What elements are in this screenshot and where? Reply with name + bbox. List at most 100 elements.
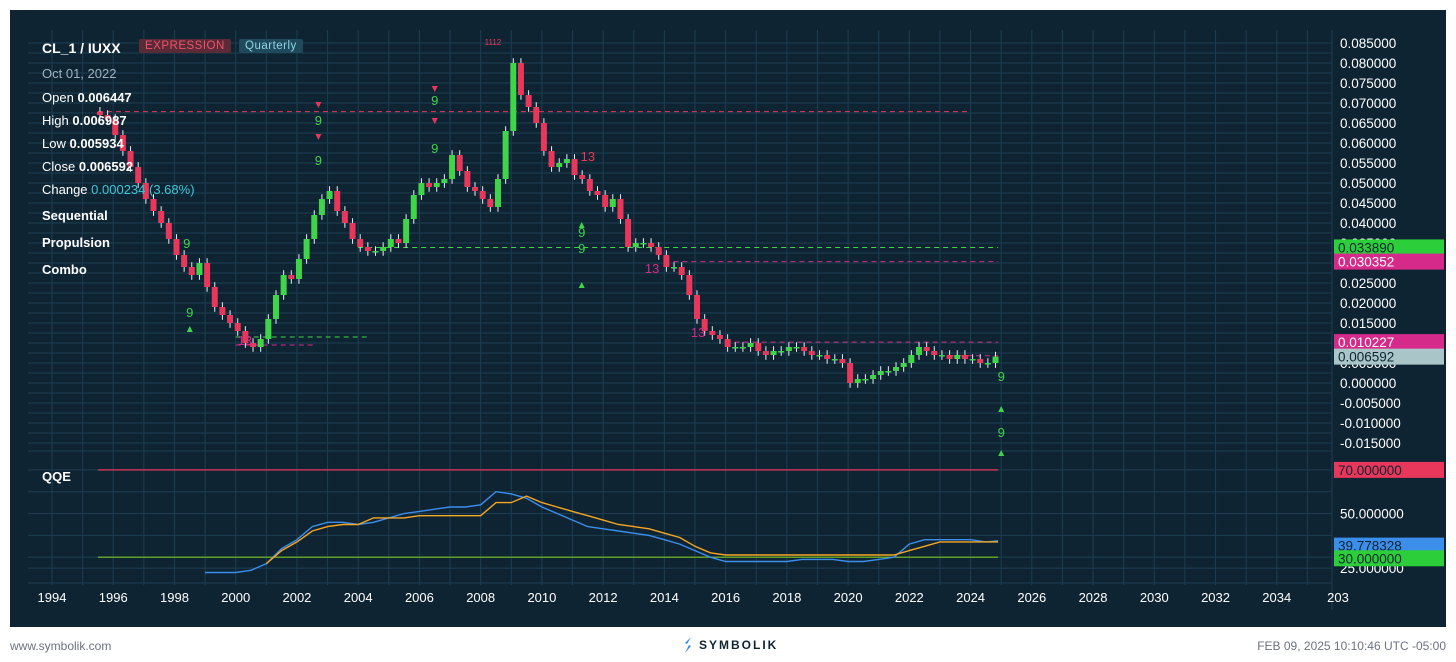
candle-up (403, 219, 410, 243)
qqe-pill: 30.000000 (1334, 550, 1444, 567)
candle-down (617, 199, 624, 219)
candle-up (992, 356, 999, 363)
candle-up (196, 263, 203, 275)
indicator-combo[interactable]: Combo (42, 262, 87, 277)
pill-bg (1334, 537, 1444, 554)
candle-down (142, 183, 149, 199)
candle-down (655, 247, 662, 255)
candle-down (341, 211, 348, 223)
open-label: Open (42, 90, 74, 105)
candle-down (234, 323, 241, 331)
candle-up (770, 351, 777, 355)
candle-down (594, 191, 601, 195)
period-badge[interactable]: Quarterly (239, 39, 303, 53)
candle-up (793, 347, 800, 349)
candle-up (969, 359, 976, 361)
countdown-number: 9 (183, 236, 190, 251)
candle-down (334, 191, 341, 211)
expression-badge[interactable]: EXPRESSION (139, 39, 231, 53)
candle-up (311, 215, 318, 239)
candle-down (357, 239, 364, 247)
candle-down (755, 343, 762, 351)
candle-up (831, 359, 838, 361)
year-tick-label: 2008 (466, 590, 495, 605)
countdown-number: 1112 (485, 38, 502, 47)
high-row: High 0.006987 (42, 113, 127, 128)
candle-down (923, 347, 930, 351)
pill-value: 0.033890 (1338, 240, 1394, 255)
year-tick-label: 2024 (956, 590, 985, 605)
candle-down (96, 111, 103, 115)
high-label: High (42, 113, 69, 128)
candle-up (303, 239, 310, 259)
pill-value: 39.778328 (1338, 539, 1402, 554)
sell-triangle-marker (431, 86, 438, 92)
change-row: Change 0.000234 (3.68%) (42, 182, 195, 197)
year-tick-label: 2006 (405, 590, 434, 605)
year-tick-label: 1996 (99, 590, 128, 605)
candle-down (173, 239, 180, 255)
pill-value: 30.000000 (1338, 551, 1402, 566)
buy-triangle-marker (998, 406, 1005, 412)
qqe-label[interactable]: QQE (42, 469, 71, 484)
candle-up (380, 247, 387, 251)
candle-down (288, 275, 295, 279)
candle-down (364, 247, 371, 251)
candle-up (640, 243, 647, 245)
candle-up (318, 199, 325, 215)
candle-up (915, 347, 922, 355)
candle-down (135, 167, 142, 183)
candle-up (671, 267, 678, 269)
candle-down (839, 359, 846, 363)
candle-up (272, 295, 279, 319)
indicator-propulsion[interactable]: Propulsion (42, 235, 110, 250)
footer-site[interactable]: www.symbolik.com (10, 639, 112, 653)
year-tick-label: 2004 (344, 590, 373, 605)
candle-down (250, 343, 257, 347)
candle-up (410, 195, 417, 219)
price-pill: 0.006592 (1334, 348, 1444, 365)
close-row: Close 0.006592 (42, 159, 133, 174)
countdown-number: 9 (431, 141, 438, 156)
qqe-fast-line (205, 490, 999, 574)
year-tick-label: 2022 (895, 590, 924, 605)
candle-down (204, 263, 211, 287)
candle-up (885, 371, 892, 373)
year-tick-label: 2012 (589, 590, 618, 605)
countdown-number: 9 (186, 305, 193, 320)
year-tick-label: 2034 (1262, 590, 1291, 605)
candle-up (372, 251, 379, 253)
candle-up (280, 275, 287, 295)
indicator-sequential[interactable]: Sequential (42, 208, 108, 223)
qqe-pill: 70.000000 (1334, 461, 1444, 478)
candle-up (609, 199, 616, 207)
candle-up (326, 191, 333, 199)
year-tick-label: 2018 (772, 590, 801, 605)
candle-down (349, 223, 356, 239)
candle-down (525, 95, 532, 107)
candle-up (295, 259, 302, 279)
buy-triangle-marker (186, 326, 193, 332)
time-axis: 1994 1996 1998 2000 2002 2004 2006 2008 2010 2012… (38, 590, 1349, 605)
candle-up (556, 163, 563, 167)
candle-up (502, 131, 509, 179)
candle-down (694, 295, 700, 319)
price-tick-label: 0.050000 (1340, 176, 1396, 191)
price-tick-label: -0.005000 (1340, 396, 1401, 411)
candle-up (747, 343, 754, 347)
candle-down (487, 199, 494, 207)
countdown-number: 9 (431, 93, 438, 108)
high-value: 0.006987 (72, 113, 127, 128)
pill-bg (1334, 348, 1444, 365)
candle-up (387, 239, 394, 247)
pill-value: 70.000000 (1338, 463, 1402, 478)
qqe-indicator (97, 469, 999, 574)
countdown-number: 13 (238, 333, 252, 348)
date-label: Oct 01, 2022 (42, 66, 117, 81)
candle-up (954, 355, 961, 359)
year-tick-label: 2028 (1079, 590, 1108, 605)
candle-up (893, 367, 900, 371)
low-label: Low (42, 136, 66, 151)
pill-bg (1334, 253, 1444, 270)
